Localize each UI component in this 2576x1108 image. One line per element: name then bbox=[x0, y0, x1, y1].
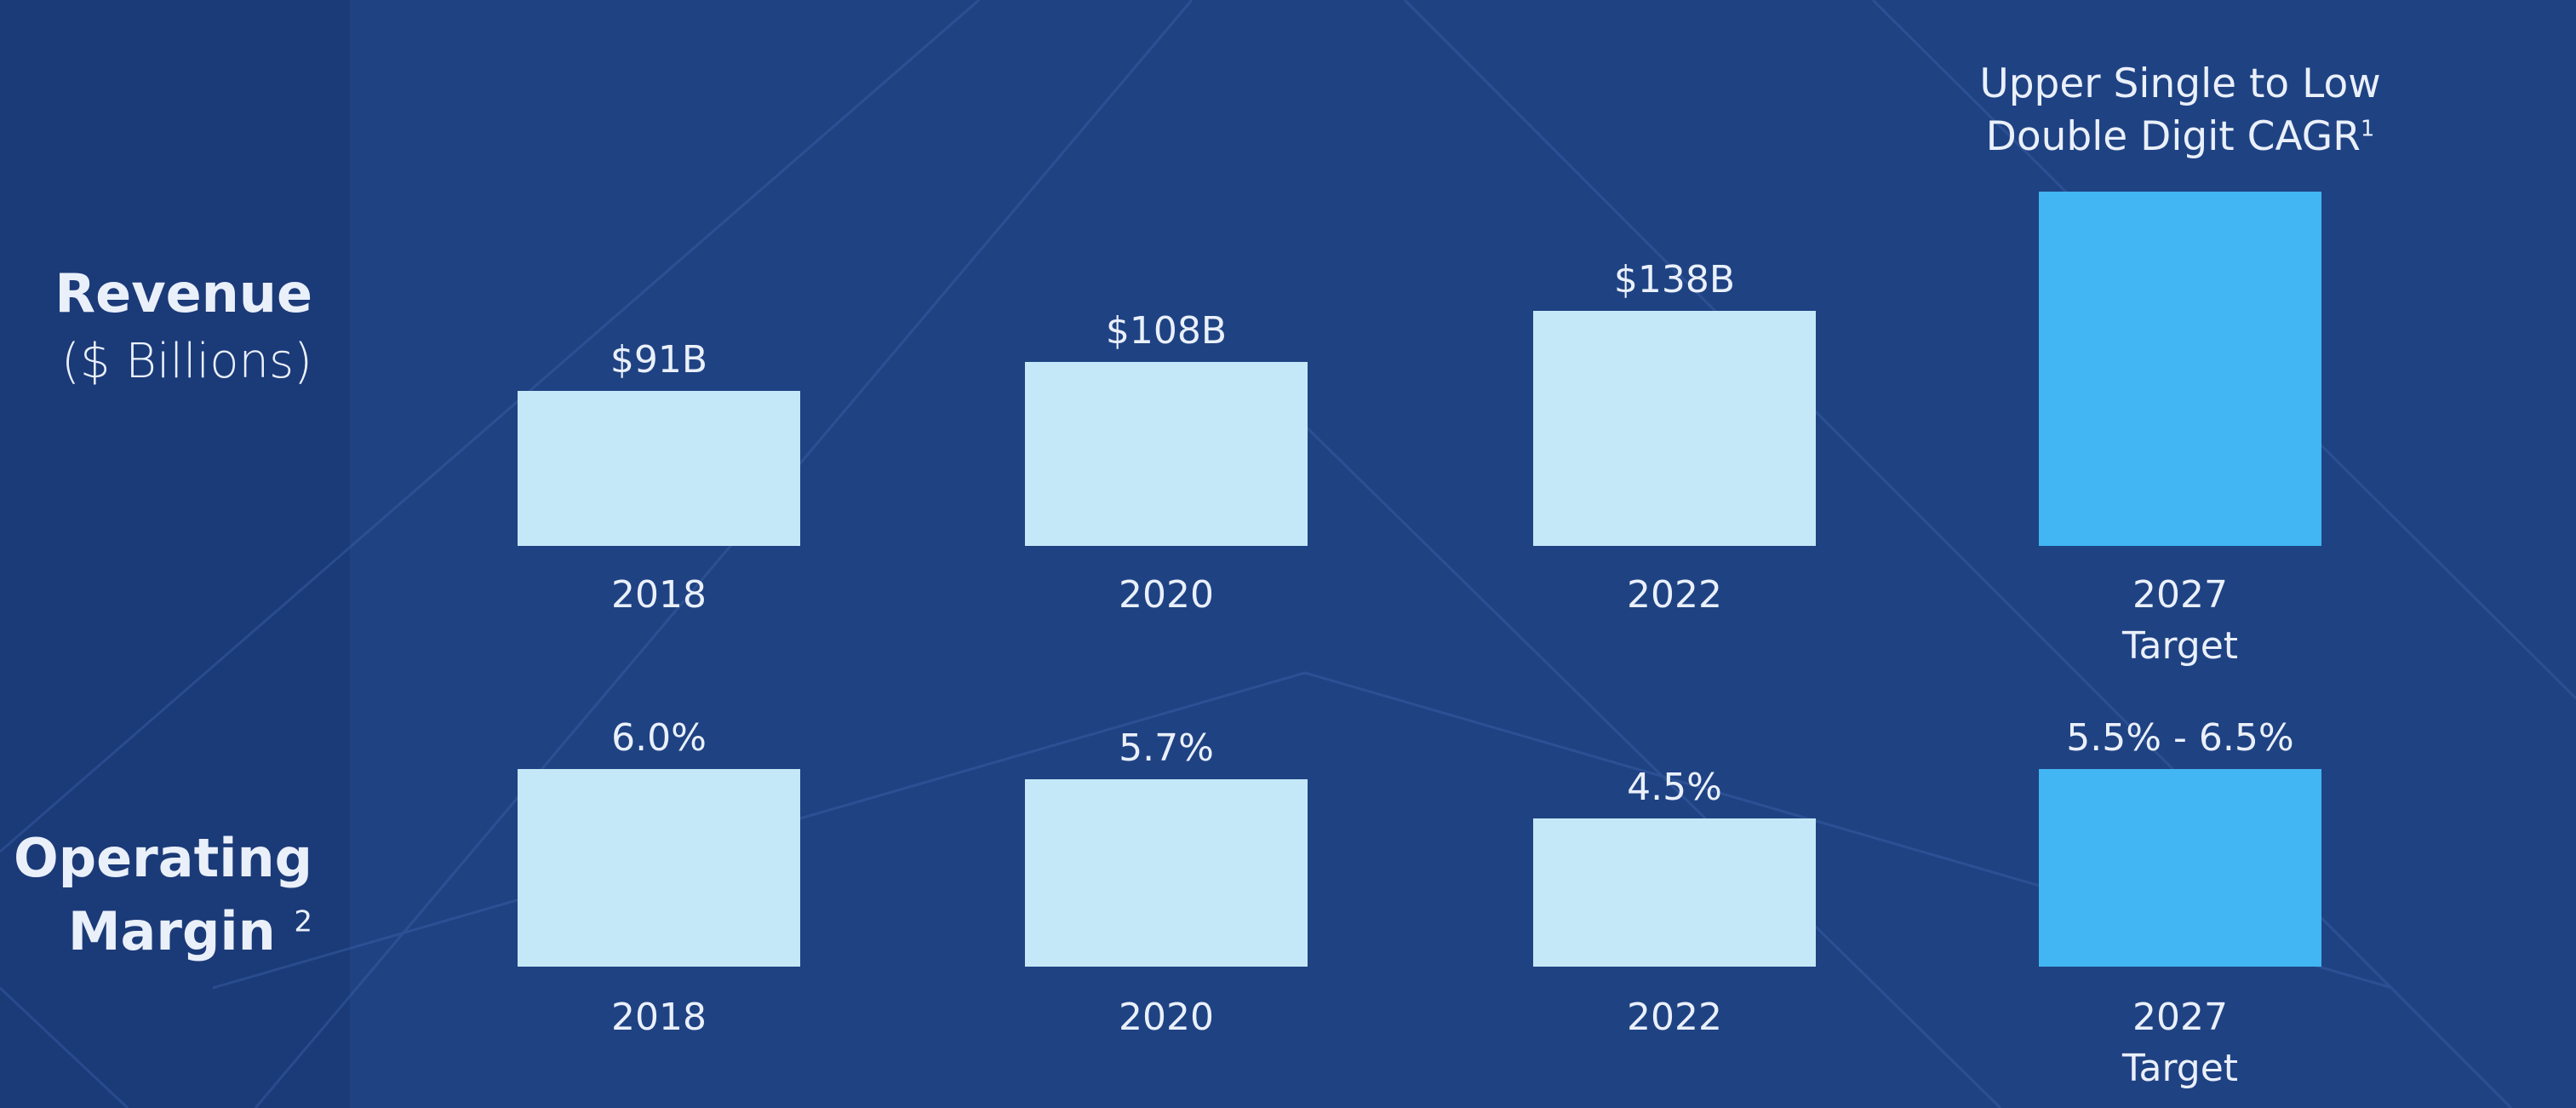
value-label: 6.0% bbox=[611, 716, 707, 761]
category-label: 2027 Target bbox=[2121, 573, 2239, 668]
value-label: $108B bbox=[1105, 309, 1228, 353]
bar bbox=[1533, 311, 1816, 546]
footnote-marker: 2 bbox=[294, 904, 312, 939]
margin-title-text: Operating Margin bbox=[14, 827, 312, 962]
category-label: 2018 bbox=[611, 573, 707, 617]
side-panel bbox=[0, 0, 350, 1108]
category-label: 2020 bbox=[1119, 996, 1214, 1039]
annotation-text: Upper Single to Low Double Digit CAGR bbox=[1979, 60, 2381, 160]
bar bbox=[1533, 818, 1816, 967]
category-label: 2027 Target bbox=[2121, 996, 2239, 1090]
bar bbox=[2039, 192, 2321, 546]
footnote-marker: 1 bbox=[2360, 116, 2375, 142]
value-label: 5.5% - 6.5% bbox=[2066, 716, 2294, 761]
margin-title: Operating Margin 2 bbox=[0, 822, 312, 968]
category-label: 2022 bbox=[1627, 573, 1722, 617]
value-label: 5.7% bbox=[1119, 726, 1214, 770]
category-label: 2022 bbox=[1627, 996, 1722, 1039]
value-label: $91B bbox=[610, 338, 708, 382]
category-label: 2018 bbox=[611, 996, 707, 1039]
category-label: 2020 bbox=[1119, 573, 1214, 617]
bar bbox=[518, 769, 800, 967]
bar bbox=[1025, 778, 1308, 967]
bar bbox=[518, 391, 800, 546]
revenue-subtitle: ($ Billions) bbox=[61, 334, 312, 389]
bar bbox=[2039, 769, 2321, 967]
bar bbox=[1025, 362, 1308, 546]
annotation: Upper Single to Low Double Digit CAGR1 bbox=[1959, 58, 2401, 164]
revenue-title: Revenue bbox=[54, 262, 312, 324]
value-label: $138B bbox=[1613, 258, 1736, 301]
value-label: 4.5% bbox=[1627, 766, 1722, 810]
